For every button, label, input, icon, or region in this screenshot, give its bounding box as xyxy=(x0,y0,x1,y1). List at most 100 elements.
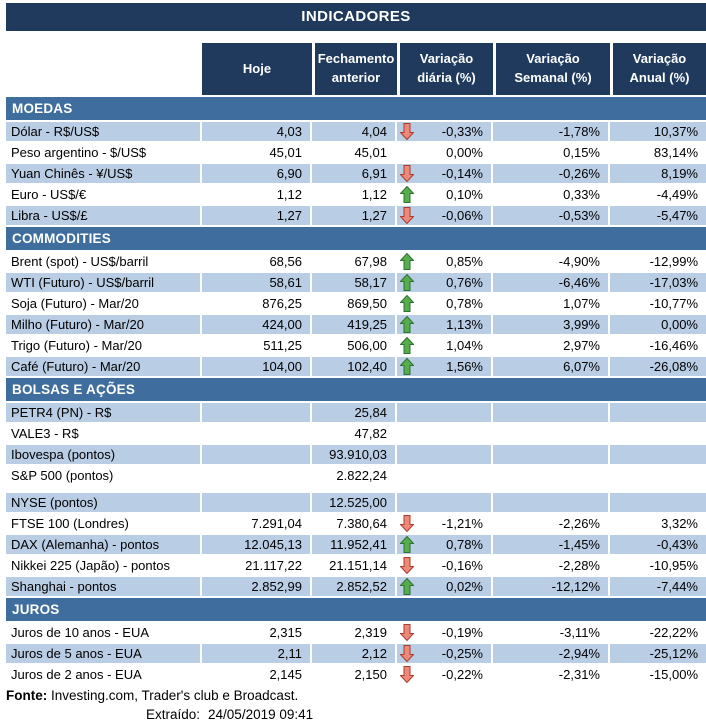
fechamento-value: 45,01 xyxy=(312,143,397,162)
variacao-anual-value: -16,46% xyxy=(649,338,698,353)
fechamento-value: 2,12 xyxy=(312,644,397,663)
variacao-semanal-value xyxy=(493,445,610,464)
hoje-value xyxy=(202,445,312,464)
variacao-anual-value: -15,00% xyxy=(649,667,698,682)
fechamento-value: 11.952,41 xyxy=(312,535,397,554)
fechamento-value: 7.380,64 xyxy=(312,514,397,533)
variacao-anual-value: -5,47% xyxy=(610,206,706,225)
variacao-diaria-value: 0,85% xyxy=(446,254,483,269)
variacao-diaria-cell: -0,19% xyxy=(397,623,493,642)
column-header-hoje: Hoje xyxy=(202,43,312,95)
variacao-anual-value: -4,49% xyxy=(656,187,698,202)
variacao-semanal-value: -3,11% xyxy=(493,623,610,642)
table-row: Milho (Futuro) - Mar/20 424,00 419,25 1,13%… xyxy=(6,315,706,334)
table-row: Soja (Futuro) - Mar/20 876,25 869,50 0,78% 1… xyxy=(6,294,706,313)
row-label: Dólar - R$/US$ xyxy=(6,122,202,141)
variacao-diaria-value: 0,00% xyxy=(446,145,483,160)
variacao-anual-value xyxy=(610,466,706,485)
fechamento-value: 2,319 xyxy=(312,623,397,642)
variacao-semanal-value: -4,90% xyxy=(493,252,610,271)
variacao-diaria-value: 0,02% xyxy=(446,579,483,594)
variacao-diaria-cell: -0,06% xyxy=(397,206,493,225)
down-arrow-icon xyxy=(400,666,414,683)
variacao-semanal-value xyxy=(493,403,610,422)
variacao-anual-value: 8,19% xyxy=(610,164,706,183)
variacao-anual-value: -10,95% xyxy=(649,558,698,573)
row-label: Trigo (Futuro) - Mar/20 xyxy=(6,336,202,355)
table-row: S&P 500 (pontos) 2.822,24 xyxy=(6,466,706,485)
variacao-semanal-value: -1,78% xyxy=(493,122,610,141)
variacao-diaria-cell: 0,10% xyxy=(397,185,493,204)
variacao-diaria-value: 1,13% xyxy=(446,317,483,332)
variacao-anual-value: 10,37% xyxy=(610,122,706,141)
variacao-anual-value: -26,08% xyxy=(610,357,706,376)
variacao-diaria-cell: 1,13% xyxy=(397,315,493,334)
variacao-diaria-value: 0,78% xyxy=(446,537,483,552)
hoje-value: 7.291,04 xyxy=(202,514,312,533)
variacao-diaria-cell xyxy=(397,466,493,485)
extracted-line: Extraído: 24/05/2019 09:41 xyxy=(6,705,706,724)
fechamento-value: 58,17 xyxy=(312,273,397,292)
variacao-anual-value: -17,03% xyxy=(610,273,706,292)
hoje-value: 58,61 xyxy=(202,273,312,292)
variacao-anual-value xyxy=(610,424,706,443)
hoje-value: 4,03 xyxy=(202,122,312,141)
table-row: Juros de 10 anos - EUA 2,315 2,319 -0,19% -3… xyxy=(6,623,706,642)
table-row: WTI (Futuro) - US$/barril 58,61 58,17 0,76%… xyxy=(6,273,706,292)
variacao-anual-value: -25,12% xyxy=(610,644,706,663)
variacao-diaria-cell: -0,14% xyxy=(397,164,493,183)
variacao-semanal-value: 0,15% xyxy=(493,143,610,162)
variacao-anual-value xyxy=(610,403,706,422)
variacao-diaria-value: -0,16% xyxy=(441,558,483,573)
down-arrow-icon xyxy=(400,515,414,532)
variacao-semanal-value: -12,12% xyxy=(493,577,610,596)
variacao-diaria-cell: -0,25% xyxy=(397,644,493,663)
hoje-value xyxy=(202,424,312,443)
table-row: Juros de 2 anos - EUA 2,145 2,150 -0,22% -2,… xyxy=(6,665,706,684)
variacao-diaria-cell: -0,22% xyxy=(397,665,493,684)
section-header-commodities: COMMODITIES xyxy=(6,227,706,250)
fechamento-value: 2.822,24 xyxy=(312,466,397,485)
fechamento-value: 1,12 xyxy=(312,185,397,204)
hoje-value: 21.117,22 xyxy=(202,556,312,575)
row-label: S&P 500 (pontos) xyxy=(6,466,202,485)
hoje-value xyxy=(202,403,312,422)
fechamento-value: 506,00 xyxy=(312,336,397,355)
table-body: MOEDAS Dólar - R$/US$ 4,03 4,04 -0,33% -1,78%… xyxy=(6,97,706,684)
table-row: Dólar - R$/US$ 4,03 4,04 -0,33% -1,78% 10,37% xyxy=(6,122,706,141)
row-label: NYSE (pontos) xyxy=(6,493,202,512)
extracted-label: Extraído: xyxy=(146,707,201,722)
hoje-value: 2,145 xyxy=(202,665,312,684)
up-arrow-icon xyxy=(400,274,414,291)
variacao-semanal-value: -1,45% xyxy=(493,535,610,554)
variacao-diaria-cell: -0,16% xyxy=(397,556,493,575)
table-row: Nikkei 225 (Japão) - pontos 21.117,22 21.1… xyxy=(6,556,706,575)
source-text: Investing.com, Trader's club e Broadcast… xyxy=(47,688,299,703)
table-row: Euro - US$/€ 1,12 1,12 0,10% 0,33% -4,49% xyxy=(6,185,706,204)
table-row: VALE3 - R$ 47,82 xyxy=(6,424,706,443)
up-arrow-icon xyxy=(400,253,414,270)
up-arrow-icon xyxy=(400,578,414,595)
variacao-diaria-cell: -0,33% xyxy=(397,122,493,141)
variacao-anual-value: -22,22% xyxy=(649,625,698,640)
variacao-diaria-cell xyxy=(397,424,493,443)
column-header-variacao-semanal: Variação Semanal (%) xyxy=(493,43,610,95)
hoje-value: 1,27 xyxy=(202,206,312,225)
hoje-value: 876,25 xyxy=(202,294,312,313)
row-label: VALE3 - R$ xyxy=(6,424,202,443)
variacao-semanal-value: -2,94% xyxy=(493,644,610,663)
table-row: Yuan Chinês - ¥/US$ 6,90 6,91 -0,14% -0,26% 8… xyxy=(6,164,706,183)
variacao-semanal-value: -0,53% xyxy=(493,206,610,225)
table-row: DAX (Alemanha) - pontos 12.045,13 11.952,4… xyxy=(6,535,706,554)
row-label: Yuan Chinês - ¥/US$ xyxy=(6,164,202,183)
variacao-diaria-value: -0,25% xyxy=(441,646,483,661)
fechamento-value: 21.151,14 xyxy=(312,556,397,575)
footer: Fonte: Investing.com, Trader's club e Br… xyxy=(6,686,706,724)
hoje-value: 511,25 xyxy=(202,336,312,355)
variacao-diaria-value: -0,06% xyxy=(441,208,483,223)
up-arrow-icon xyxy=(400,337,414,354)
variacao-diaria-cell: 1,04% xyxy=(397,336,493,355)
fechamento-value: 1,27 xyxy=(312,206,397,225)
column-header-variacao-anual: Variação Anual (%) xyxy=(610,43,706,95)
